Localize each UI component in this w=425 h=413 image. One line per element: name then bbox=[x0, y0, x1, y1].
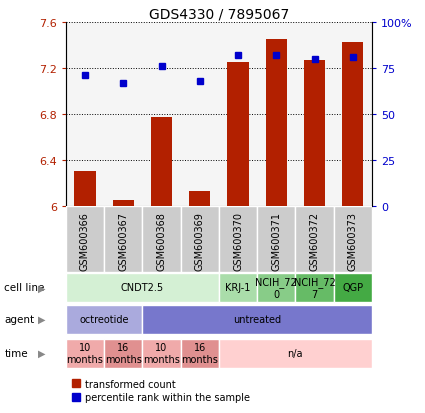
Text: GSM600371: GSM600371 bbox=[271, 212, 281, 271]
Text: GSM600369: GSM600369 bbox=[195, 212, 205, 271]
Bar bbox=[189, 192, 210, 206]
Text: GSM600370: GSM600370 bbox=[233, 212, 243, 271]
Text: 16
months: 16 months bbox=[105, 342, 142, 364]
Bar bbox=[342, 43, 363, 206]
Text: NCIH_72
7: NCIH_72 7 bbox=[294, 276, 335, 299]
Text: untreated: untreated bbox=[233, 314, 281, 325]
Text: GSM600366: GSM600366 bbox=[80, 212, 90, 271]
Text: 10
months: 10 months bbox=[67, 342, 103, 364]
Bar bbox=[142, 305, 372, 334]
Bar bbox=[219, 273, 257, 302]
Title: GDS4330 / 7895067: GDS4330 / 7895067 bbox=[149, 7, 289, 21]
Text: GSM600373: GSM600373 bbox=[348, 212, 358, 271]
Bar bbox=[66, 273, 219, 302]
Bar bbox=[219, 206, 257, 273]
Text: 16
months: 16 months bbox=[181, 342, 218, 364]
Text: ▶: ▶ bbox=[38, 314, 46, 325]
Bar bbox=[142, 206, 181, 273]
Bar bbox=[66, 339, 104, 368]
Bar bbox=[266, 40, 287, 207]
Text: ▶: ▶ bbox=[38, 348, 46, 358]
Bar bbox=[66, 305, 142, 334]
Bar bbox=[257, 273, 295, 302]
Text: NCIH_72
0: NCIH_72 0 bbox=[255, 276, 297, 299]
Bar bbox=[334, 273, 372, 302]
Bar bbox=[334, 206, 372, 273]
Text: QGP: QGP bbox=[342, 282, 363, 293]
Bar bbox=[104, 206, 142, 273]
Bar bbox=[181, 339, 219, 368]
Bar bbox=[304, 61, 325, 206]
Text: ▶: ▶ bbox=[38, 282, 46, 293]
Bar bbox=[66, 206, 104, 273]
Bar bbox=[104, 339, 142, 368]
Bar bbox=[257, 206, 295, 273]
Text: octreotide: octreotide bbox=[79, 314, 129, 325]
Bar bbox=[74, 172, 96, 206]
Text: time: time bbox=[4, 348, 28, 358]
Bar bbox=[295, 273, 334, 302]
Text: GSM600367: GSM600367 bbox=[118, 212, 128, 271]
Bar bbox=[113, 201, 134, 206]
Text: GSM600372: GSM600372 bbox=[309, 212, 320, 271]
Text: n/a: n/a bbox=[288, 348, 303, 358]
Legend: transformed count, percentile rank within the sample: transformed count, percentile rank withi… bbox=[71, 379, 250, 402]
Text: 10
months: 10 months bbox=[143, 342, 180, 364]
Text: KRJ-1: KRJ-1 bbox=[225, 282, 251, 293]
Text: agent: agent bbox=[4, 314, 34, 325]
Bar bbox=[142, 339, 181, 368]
Bar bbox=[151, 118, 172, 206]
Bar bbox=[227, 63, 249, 206]
Text: CNDT2.5: CNDT2.5 bbox=[121, 282, 164, 293]
Bar bbox=[181, 206, 219, 273]
Bar bbox=[219, 339, 372, 368]
Text: cell line: cell line bbox=[4, 282, 45, 293]
Text: GSM600368: GSM600368 bbox=[156, 212, 167, 271]
Bar bbox=[295, 206, 334, 273]
